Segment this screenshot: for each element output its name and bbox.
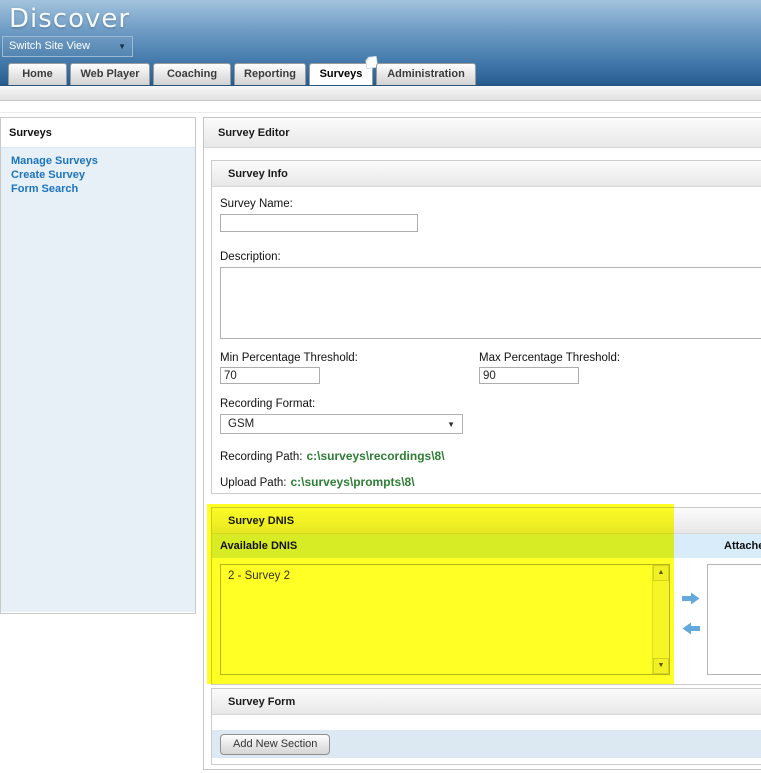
available-dnis-listbox[interactable]: 2 - Survey 2 ▲ ▼ — [220, 564, 670, 675]
description-textarea[interactable] — [220, 267, 761, 339]
survey-name-input[interactable] — [220, 214, 418, 232]
chevron-down-icon: ▼ — [118, 42, 126, 51]
tab-reporting[interactable]: Reporting — [234, 63, 306, 85]
description-label: Description: — [220, 251, 281, 263]
content-top-rule — [0, 112, 761, 113]
survey-info-section: Survey Info Survey Name: Description: Mi… — [211, 160, 761, 494]
dnis-column-headers: Available DNIS Attached DNIS — [212, 534, 761, 558]
switch-site-view-dropdown[interactable]: Switch Site View ▼ — [2, 36, 133, 57]
attached-dnis-items — [708, 565, 761, 674]
available-dnis-header: Available DNIS — [220, 540, 298, 552]
min-threshold-input[interactable] — [220, 367, 320, 384]
move-left-arrow-button[interactable] — [682, 622, 700, 635]
tab-surveys[interactable]: Surveys — [309, 56, 378, 85]
survey-form-section: Survey Form Add New Section — [211, 688, 761, 765]
switch-site-view-label: Switch Site View — [9, 40, 91, 52]
sidebar-link-manage-surveys[interactable]: Manage Surveys — [11, 155, 98, 167]
tab-web-player[interactable]: Web Player — [70, 63, 150, 85]
list-item[interactable]: 2 - Survey 2 — [228, 570, 290, 582]
survey-dnis-section: Survey DNIS Available DNIS Attached DNIS… — [211, 507, 761, 685]
survey-dnis-header: Survey DNIS — [212, 508, 761, 534]
recording-format-label: Recording Format: — [220, 398, 316, 410]
attached-dnis-header: Attached DNIS — [724, 540, 761, 552]
survey-info-header: Survey Info — [212, 161, 761, 187]
chevron-down-icon: ▼ — [447, 419, 455, 429]
app-header: Discover Switch Site View ▼ Home Web Pla… — [0, 0, 761, 86]
attached-dnis-listbox[interactable] — [707, 564, 761, 675]
tab-administration[interactable]: Administration — [376, 63, 476, 85]
available-dnis-items: 2 - Survey 2 — [221, 565, 652, 674]
scroll-up-icon[interactable]: ▲ — [653, 565, 669, 581]
min-threshold-label: Min Percentage Threshold: — [220, 352, 358, 364]
header-divider-strip — [0, 86, 761, 101]
survey-name-label: Survey Name: — [220, 198, 293, 210]
recording-format-value: GSM — [228, 418, 255, 430]
recording-path-value: c:\surveys\recordings\8\ — [306, 449, 445, 463]
recording-path-line: Recording Path: c:\surveys\recordings\8\ — [220, 449, 445, 463]
max-threshold-input[interactable] — [479, 367, 579, 384]
survey-editor-panel: Survey Editor Survey Info Survey Name: D… — [203, 117, 761, 770]
upload-path-label: Upload Path: — [220, 477, 287, 489]
tab-home[interactable]: Home — [8, 63, 67, 85]
panel-title: Survey Editor — [204, 118, 761, 148]
upload-path-line: Upload Path: c:\surveys\prompts\8\ — [220, 475, 415, 489]
app-logo: Discover — [9, 4, 131, 34]
sidebar-title: Surveys — [1, 118, 195, 148]
page-curl-icon — [365, 56, 378, 69]
tab-surveys-label: Surveys — [319, 68, 363, 80]
recording-format-select[interactable]: GSM ▼ — [220, 414, 463, 434]
survey-form-toolbar: Add New Section — [212, 730, 761, 758]
sidebar-link-create-survey[interactable]: Create Survey — [11, 169, 85, 181]
max-threshold-label: Max Percentage Threshold: — [479, 352, 621, 364]
sidebar: Surveys Manage Surveys Create Survey For… — [0, 117, 196, 614]
upload-path-value: c:\surveys\prompts\8\ — [290, 475, 415, 489]
scroll-down-icon[interactable]: ▼ — [653, 658, 669, 674]
recording-path-label: Recording Path: — [220, 451, 303, 463]
listbox-scrollbar[interactable]: ▲ ▼ — [652, 565, 669, 674]
sidebar-nav: Manage Surveys Create Survey Form Search — [1, 148, 195, 612]
tab-coaching[interactable]: Coaching — [153, 63, 231, 85]
sidebar-link-form-search[interactable]: Form Search — [11, 183, 79, 195]
add-new-section-button[interactable]: Add New Section — [220, 733, 331, 755]
move-right-arrow-button[interactable] — [682, 592, 700, 605]
survey-form-header: Survey Form — [212, 689, 761, 715]
main-tab-bar: Home Web Player Coaching Reporting Surve… — [8, 56, 479, 85]
